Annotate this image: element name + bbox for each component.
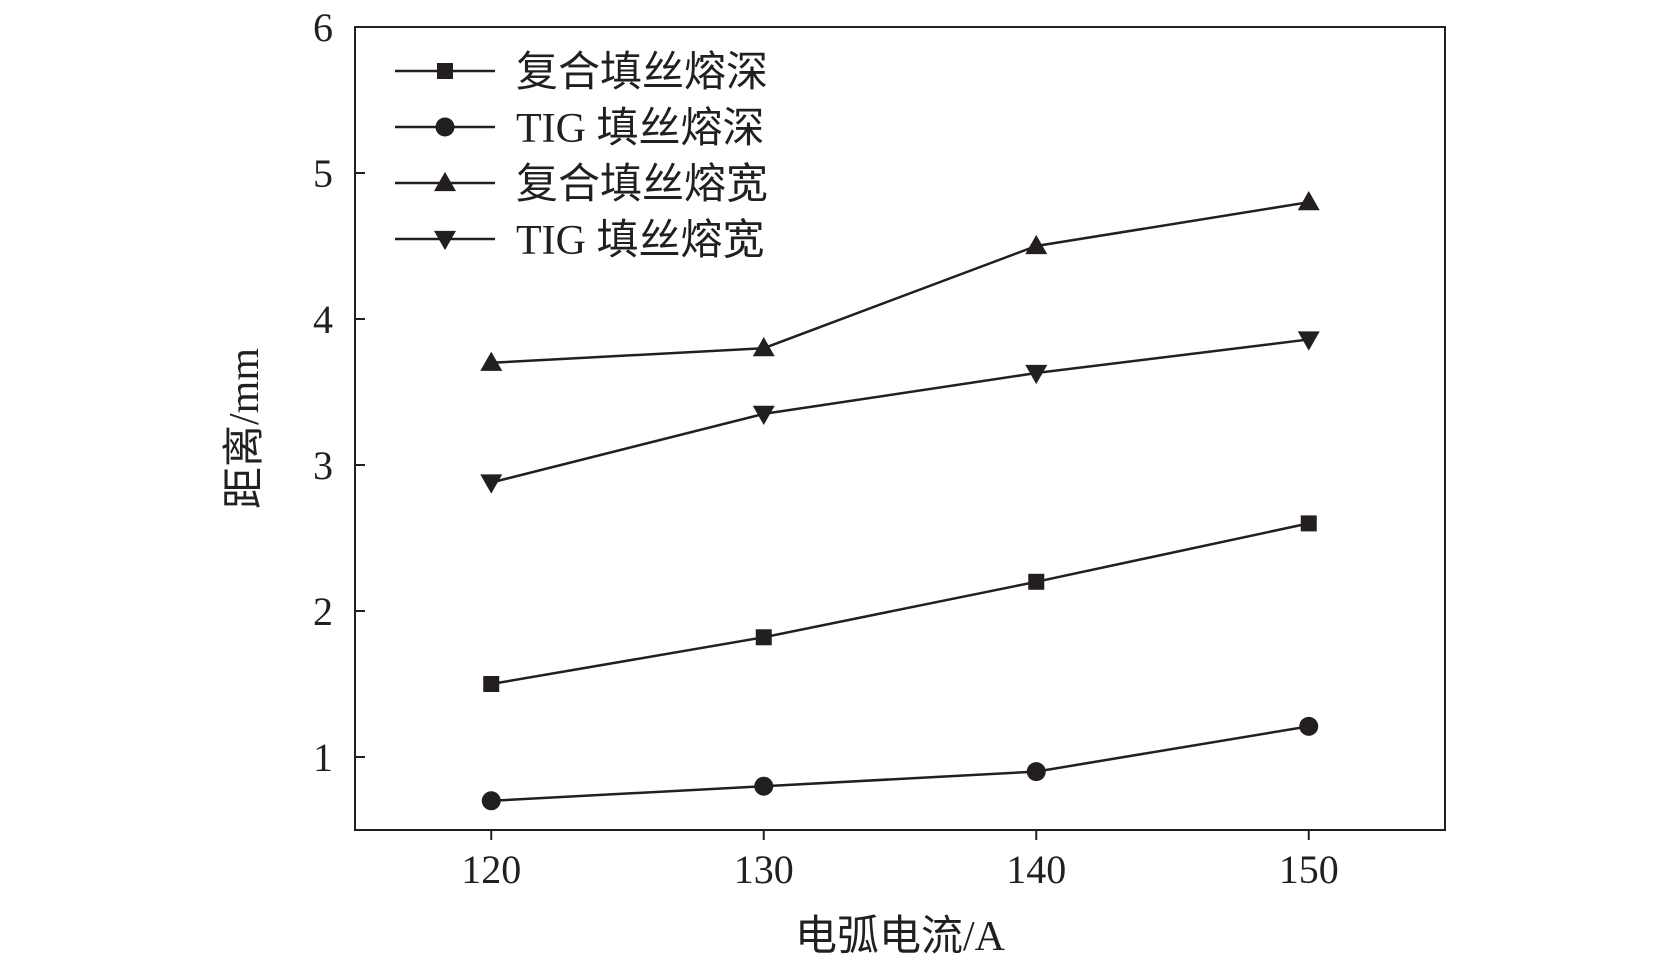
y-tick-label: 1: [313, 735, 333, 780]
axes: 120 130 140 150 1 2 3 4 5 6: [313, 5, 1446, 892]
x-axis-title: 电弧电流/A: [795, 914, 1006, 960]
series-group: [480, 191, 1320, 811]
series-line: [491, 200, 1309, 365]
marker-square: [755, 629, 772, 646]
y-tick-label: 6: [313, 5, 333, 50]
legend-label: TIG 填丝熔深: [516, 105, 764, 152]
x-tick-label: 150: [1279, 847, 1339, 892]
legend-label: 复合填丝熔深: [516, 49, 768, 96]
marker-triangle-up: [480, 351, 503, 371]
series-1: [483, 515, 1317, 692]
marker-triangle-down: [434, 230, 456, 251]
legend-item-2: TIG 填丝熔深: [395, 105, 764, 152]
marker-triangle-up: [1025, 234, 1048, 255]
marker-circle: [1026, 762, 1046, 782]
marker-triangle-up: [1297, 191, 1320, 211]
marker-circle: [754, 776, 774, 796]
x-tick-label: 140: [1006, 847, 1066, 892]
y-tick-label: 2: [313, 589, 333, 634]
marker-square: [437, 63, 453, 79]
legend-item-1: 复合填丝熔深: [395, 49, 768, 96]
marker-square: [1300, 515, 1317, 532]
y-tick-label: 5: [313, 151, 333, 196]
marker-triangle-up: [752, 337, 775, 357]
y-tick-label: 4: [313, 297, 333, 342]
series-4: [480, 331, 1320, 494]
legend-item-3: 复合填丝熔宽: [395, 161, 768, 208]
marker-square: [483, 676, 500, 692]
marker-triangle-down: [1297, 331, 1320, 351]
marker-triangle-up: [434, 171, 456, 192]
marker-triangle-down: [480, 474, 503, 494]
series-2: [481, 716, 1319, 811]
marker-triangle-down: [752, 405, 775, 426]
legend-item-4: TIG 填丝熔宽: [395, 217, 764, 264]
series-line: [491, 725, 1309, 803]
marker-circle: [435, 117, 455, 137]
marker-triangle-down: [1025, 364, 1048, 385]
marker-circle: [1299, 716, 1319, 736]
legend-label: TIG 填丝熔宽: [516, 217, 764, 264]
series-line: [491, 522, 1310, 686]
plot-frame: [354, 26, 1446, 831]
legend-label: 复合填丝熔宽: [516, 161, 768, 208]
series-3: [480, 191, 1320, 371]
marker-square: [1028, 573, 1045, 590]
series-line: [490, 338, 1309, 484]
x-tick-label: 130: [734, 847, 794, 892]
x-tick-label: 120: [461, 847, 521, 892]
y-axis-title: 距离/mm: [221, 348, 268, 509]
marker-circle: [481, 791, 501, 811]
y-tick-label: 3: [313, 443, 333, 488]
